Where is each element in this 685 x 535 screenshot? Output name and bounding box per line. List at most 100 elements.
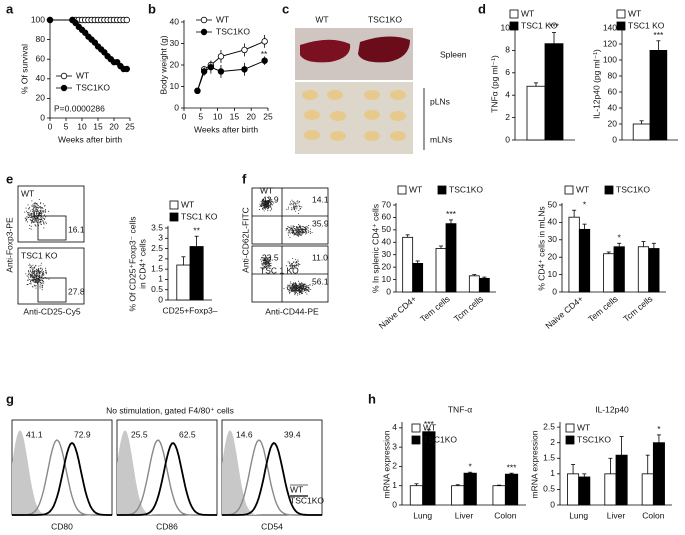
flow-dot xyxy=(35,202,37,204)
flow-dot xyxy=(293,207,295,209)
flow-dot xyxy=(300,287,302,289)
flow-dot xyxy=(306,232,308,234)
flow-dot xyxy=(264,260,266,262)
flow-dot xyxy=(295,259,297,261)
flow-dot xyxy=(266,257,268,258)
flow-dot xyxy=(294,294,296,296)
flow-dot xyxy=(264,258,266,260)
flow-dot xyxy=(31,219,33,221)
flow-dot xyxy=(268,202,270,204)
flow-dot xyxy=(34,218,36,219)
flow-dot xyxy=(28,264,30,266)
y-tick-label: 20 xyxy=(170,59,180,69)
flow-dot xyxy=(305,231,307,233)
flow-dot xyxy=(290,288,291,290)
flow-dot xyxy=(294,226,296,227)
flow-dot xyxy=(39,271,41,272)
flow-dot xyxy=(290,286,292,288)
flow-dot xyxy=(33,218,35,220)
flow-dot xyxy=(295,267,297,269)
flow-dot xyxy=(27,204,29,206)
y-tick-label: 10 xyxy=(548,269,558,279)
flow-dot xyxy=(296,287,298,289)
series-line xyxy=(196,40,265,91)
flow-dot xyxy=(42,280,44,282)
annotation: *** xyxy=(446,209,457,219)
flow-dot xyxy=(267,207,269,209)
flow-dot xyxy=(31,272,33,274)
flow-dot xyxy=(293,232,295,234)
flow-dot xyxy=(33,278,35,280)
flow-dot xyxy=(34,218,36,220)
flow-dot xyxy=(30,266,31,268)
flow-dot xyxy=(31,266,32,268)
flow-dot xyxy=(262,200,264,202)
flow-dot xyxy=(298,230,300,232)
flow-dot xyxy=(290,281,292,283)
flow-dot xyxy=(289,232,291,234)
flow-dot xyxy=(288,290,290,292)
flow-dot xyxy=(269,202,271,204)
flow-dot xyxy=(299,206,301,208)
flow-dot xyxy=(297,286,299,288)
flow-dot xyxy=(263,200,265,202)
chart-title: TNF-α xyxy=(448,404,472,414)
flow-dot xyxy=(299,234,301,236)
flow-dot xyxy=(260,259,262,261)
flow-dot xyxy=(43,281,44,283)
flow-dot xyxy=(41,282,43,284)
flow-dot xyxy=(42,274,44,276)
flow-dot xyxy=(304,288,306,290)
flow-dot xyxy=(267,265,269,267)
flow-dot xyxy=(294,233,296,235)
flow-dot xyxy=(263,267,265,269)
flow-dot xyxy=(36,275,38,277)
flow-dot xyxy=(36,215,38,217)
flow-dot xyxy=(292,228,294,230)
flow-dot xyxy=(29,224,31,226)
flow-dot xyxy=(35,225,37,227)
spleen xyxy=(300,39,351,63)
flow-dot xyxy=(262,205,263,207)
flow-dot xyxy=(268,264,270,266)
legend-swatch xyxy=(437,185,447,195)
flow-dot xyxy=(268,205,270,207)
flow-dot xyxy=(32,264,34,266)
flow-dot xyxy=(266,265,268,267)
flow-dot xyxy=(36,280,38,282)
flow-dot xyxy=(293,292,295,294)
flow-dot xyxy=(265,262,267,264)
flow-dot xyxy=(297,229,299,231)
flow-dot xyxy=(265,206,267,208)
x-tick-label: Naive CD4+ xyxy=(543,294,585,331)
y-tick-label: 30 xyxy=(170,38,180,48)
flow-dot xyxy=(33,215,35,217)
flow-dot xyxy=(30,274,32,276)
flow-dot xyxy=(301,228,303,230)
flow-dot xyxy=(299,291,301,293)
flow-dot xyxy=(292,290,294,292)
flow-dot xyxy=(262,209,264,210)
flow-dot xyxy=(299,229,301,231)
flow-dot xyxy=(36,216,38,218)
y-tick-label: 20 xyxy=(608,118,618,128)
flow-dot xyxy=(302,291,304,293)
flow-dot xyxy=(299,227,301,228)
flow-dot xyxy=(36,222,38,224)
flow-dot xyxy=(268,205,270,207)
flow-dot xyxy=(269,257,271,259)
marker-label: CD86 xyxy=(156,521,178,531)
flow-dot xyxy=(29,274,31,276)
panel-label: h xyxy=(368,391,376,406)
flow-dot xyxy=(25,218,27,220)
lymph-node xyxy=(304,110,320,120)
bar xyxy=(613,246,625,293)
flow-dot xyxy=(33,277,35,279)
annotation: *** xyxy=(424,419,435,429)
flow-dot xyxy=(33,282,35,283)
flow-dot xyxy=(283,288,285,289)
flow-dot xyxy=(34,209,36,211)
flow-dot xyxy=(269,199,271,201)
flow-dot xyxy=(40,207,42,209)
flow-dot xyxy=(299,293,301,295)
